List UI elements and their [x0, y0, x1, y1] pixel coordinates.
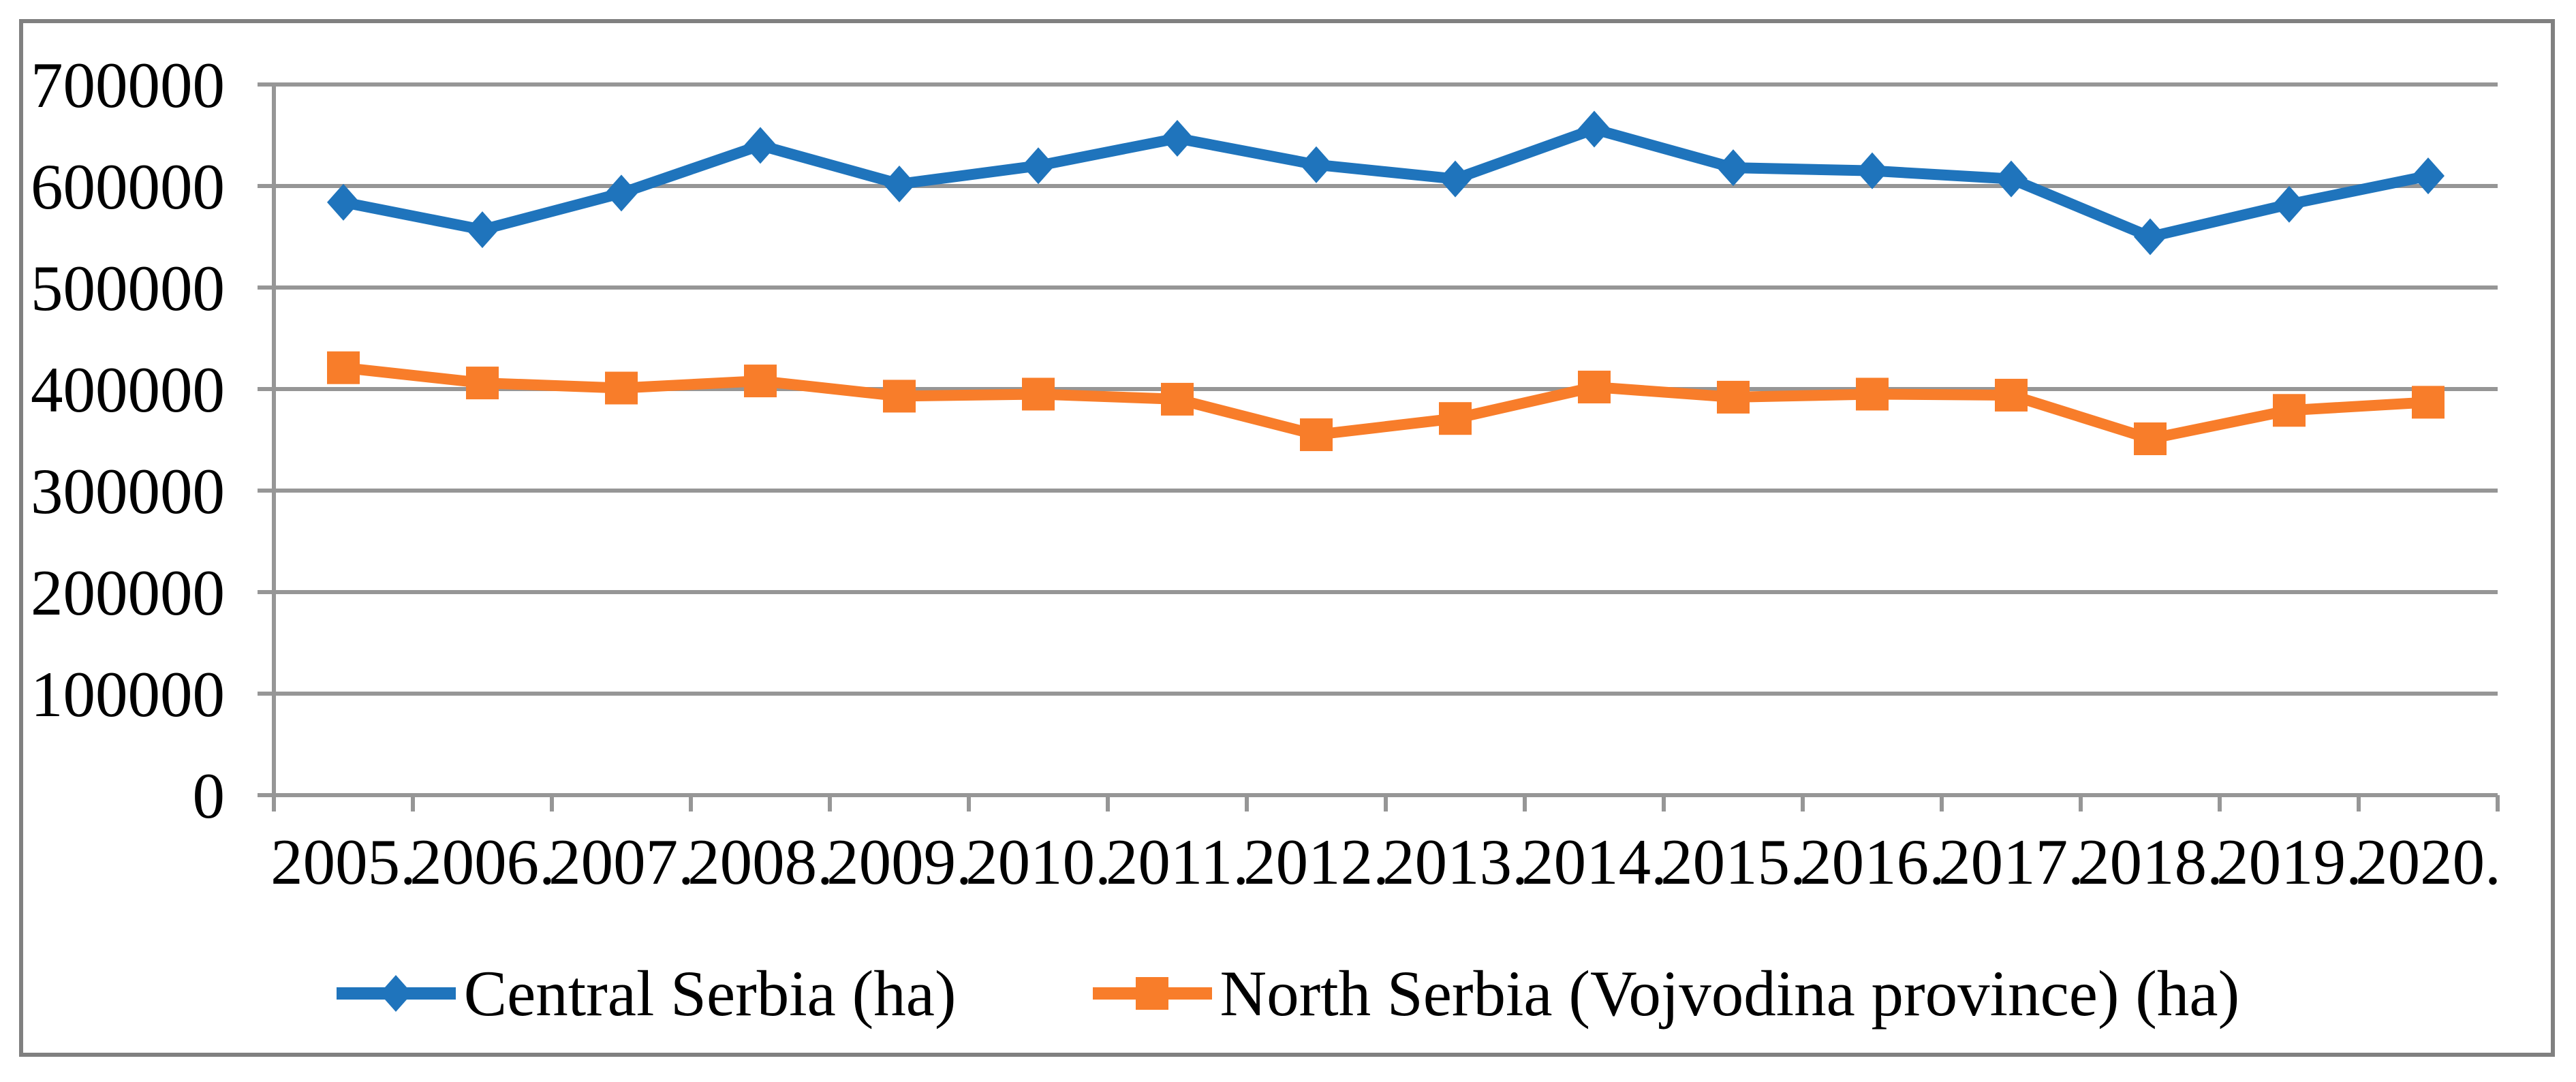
x-tick-label-2019: 2019. [2216, 826, 2362, 898]
central-serbia-marker-2009 [883, 166, 916, 203]
x-tick-label-2015: 2015. [1660, 826, 1806, 898]
y-tick-label-300000: 300000 [31, 455, 225, 527]
north-serbia-marker-2005 [327, 351, 360, 384]
x-tick-label-2018: 2018. [2077, 826, 2223, 898]
x-tick-label-2013: 2013. [1382, 826, 1528, 898]
north-serbia-marker-2011 [1161, 382, 1194, 416]
central-serbia-marker-2010 [1022, 147, 1055, 185]
central-serbia-marker-2017 [1995, 160, 2028, 198]
central-serbia-marker-2015 [1717, 149, 1750, 187]
central-serbia-marker-2018 [2134, 218, 2167, 256]
central-serbia-marker-2007 [605, 174, 638, 212]
central-serbia-marker-2008 [744, 127, 777, 164]
central-serbia-marker-2006 [466, 211, 499, 249]
north-serbia-marker-2015 [1717, 380, 1750, 414]
central-serbia-marker-2005 [327, 183, 360, 221]
north-serbia-marker-2007 [605, 371, 638, 405]
north-serbia-marker-2018 [2134, 422, 2167, 456]
north-serbia-marker-2012 [1300, 418, 1333, 452]
x-tick-label-2011: 2011. [1106, 826, 1249, 898]
central-serbia-marker-2016 [1856, 152, 1889, 189]
north-serbia-marker-2009 [883, 380, 916, 413]
y-tick-label-100000: 100000 [31, 658, 225, 730]
x-tick-label-2017: 2017. [1938, 826, 2084, 898]
y-tick-label-600000: 600000 [31, 151, 225, 223]
north-serbia-marker-2008 [744, 365, 777, 398]
central-serbia-marker-2014 [1578, 110, 1611, 148]
y-tick-label-500000: 500000 [31, 252, 225, 324]
north-serbia-marker-2016 [1856, 377, 1889, 411]
x-tick-label-2010: 2010. [965, 826, 1111, 898]
x-tick-label-2012: 2012. [1243, 826, 1389, 898]
central-serbia-marker-2013 [1439, 160, 1472, 198]
north-serbia-line [343, 362, 2429, 445]
x-tick-label-2005: 2005. [270, 826, 416, 898]
central-serbia-marker-2019 [2273, 185, 2306, 223]
central-serbia-marker-2012 [1300, 146, 1333, 183]
central-serbia-line [342, 123, 2430, 243]
north-serbia-marker-2010 [1022, 377, 1055, 411]
north-serbia-marker-2017 [1995, 378, 2028, 412]
chart-frame [19, 19, 2555, 1057]
north-serbia-marker-2013 [1439, 402, 1472, 435]
x-tick-label-2009: 2009. [826, 826, 972, 898]
y-tick-label-700000: 700000 [31, 49, 225, 121]
north-serbia-marker-2006 [466, 367, 499, 400]
y-tick-label-400000: 400000 [31, 354, 225, 426]
x-tick-label-2016: 2016. [1799, 826, 1945, 898]
x-tick-label-2008: 2008. [687, 826, 833, 898]
central-serbia-marker-2020 [2412, 157, 2445, 195]
y-tick-label-200000: 200000 [31, 557, 225, 629]
y-tick-label-0: 0 [193, 760, 226, 832]
central-serbia-marker-2011 [1161, 119, 1194, 157]
x-tick-label-2020: 2020. [2355, 826, 2501, 898]
north-serbia-marker-2019 [2273, 394, 2306, 427]
x-tick-label-2014: 2014. [1521, 826, 1667, 898]
north-serbia-marker-2014 [1578, 371, 1611, 404]
x-tick-label-2007: 2007. [548, 826, 694, 898]
north-serbia-marker-2020 [2412, 386, 2445, 419]
x-tick-label-2006: 2006. [409, 826, 555, 898]
